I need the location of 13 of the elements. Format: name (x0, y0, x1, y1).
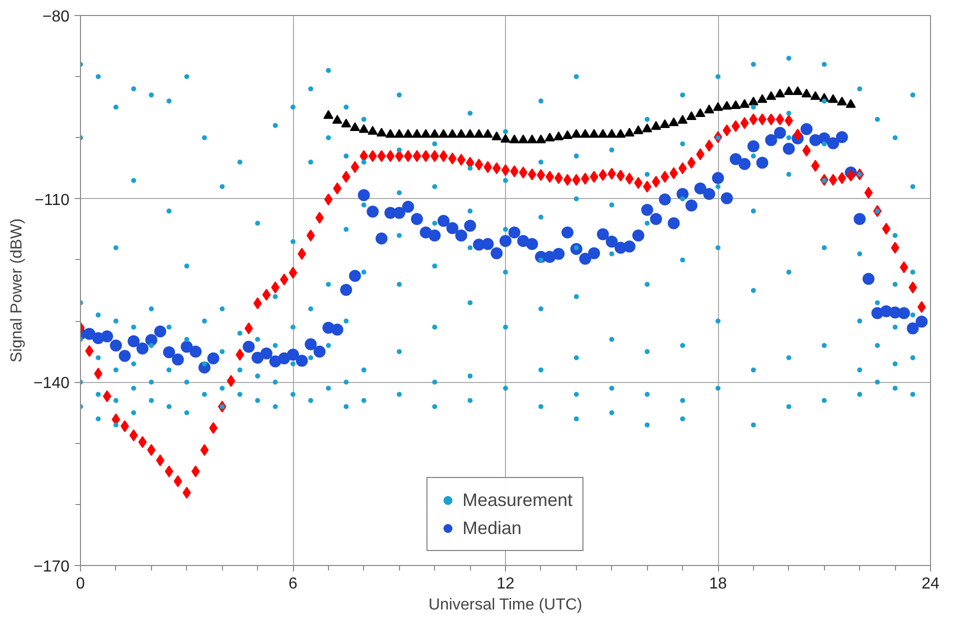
y-axis-title: Signal Power (dBW) (8, 218, 26, 363)
x-axis-title: Universal Time (UTC) (428, 596, 582, 614)
y-tick-label: −80 (42, 8, 70, 26)
legend-label: Measurement (462, 490, 573, 510)
y-tick-label: −140 (33, 375, 70, 392)
x-tick-label: 18 (709, 576, 727, 592)
legend-label: Median (462, 518, 522, 538)
x-tick-label: 24 (922, 576, 940, 592)
x-tick-label: 12 (496, 576, 514, 592)
x-tick-label: 0 (76, 576, 86, 592)
y-tick-label: −170 (33, 558, 70, 576)
x-tick-label: 6 (288, 576, 298, 592)
y-tick-label: −110 (34, 192, 70, 209)
